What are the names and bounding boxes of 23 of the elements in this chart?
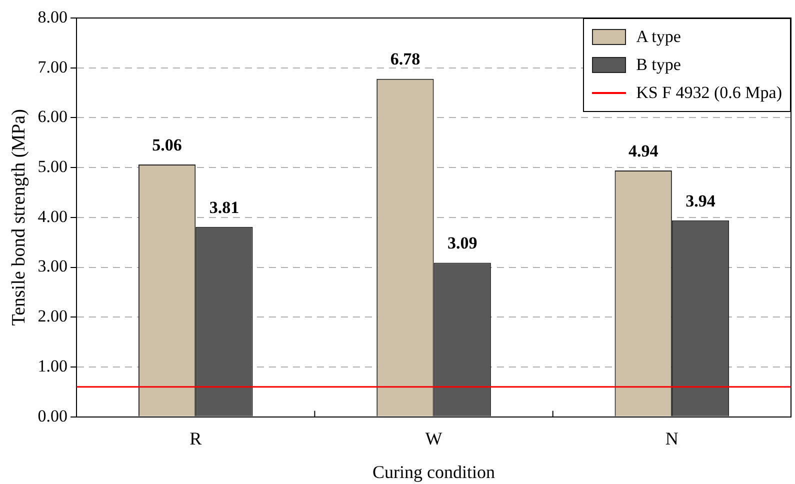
data-label: 4.94	[628, 141, 659, 160]
y-tick-label: 2.00	[38, 306, 68, 326]
x-axis-title: Curing condition	[372, 462, 496, 482]
data-label: 6.78	[390, 50, 420, 69]
data-label: 3.94	[686, 191, 716, 210]
y-tick-label: 0.00	[38, 406, 68, 426]
y-tick-label: 8.00	[38, 7, 68, 26]
legend-label: B type	[635, 54, 682, 76]
y-tick-label: 5.00	[38, 157, 68, 176]
legend-label: A type	[635, 26, 682, 48]
x-tick-label: R	[190, 428, 202, 448]
y-tick-label: 6.00	[38, 107, 68, 126]
y-axis-title: Tensile bond strength (MPa)	[8, 109, 30, 326]
x-tick-label: N	[665, 428, 678, 448]
data-label: 3.81	[209, 198, 240, 217]
y-tick-label: 4.00	[38, 206, 68, 226]
data-label: 5.06	[152, 135, 182, 154]
y-tick-label: 1.00	[38, 356, 68, 376]
legend-label: KS F 4932 (0.6 Mpa)	[635, 82, 782, 104]
y-tick-label: 7.00	[38, 57, 68, 76]
y-tick-label: 3.00	[38, 256, 68, 276]
x-tick-label: W	[425, 428, 442, 448]
data-label: 3.09	[447, 234, 478, 253]
